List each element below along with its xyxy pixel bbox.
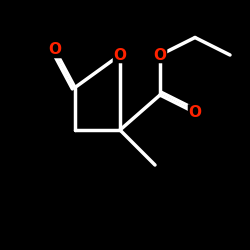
Text: O: O: [154, 48, 166, 62]
Text: O: O: [114, 48, 126, 62]
Text: O: O: [48, 42, 62, 58]
Text: O: O: [188, 105, 202, 120]
